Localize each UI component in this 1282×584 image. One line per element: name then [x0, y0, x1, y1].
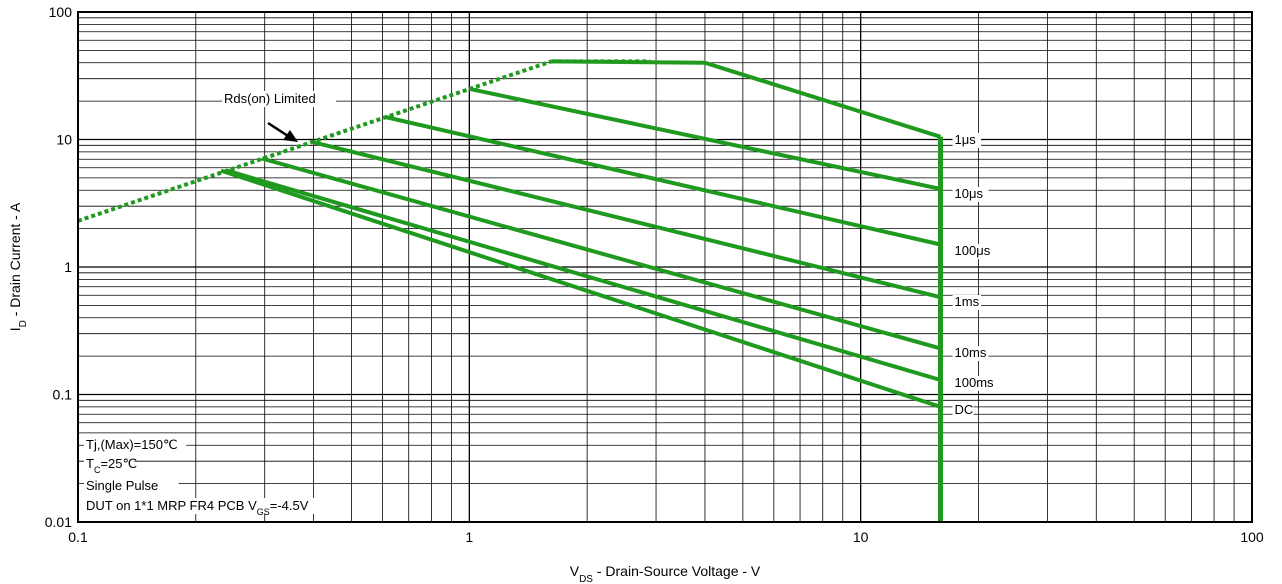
label-bg: [952, 403, 974, 418]
x-tick-label: 0.1: [68, 529, 88, 545]
x-axis-label: VDS - Drain-Source Voltage - V: [570, 563, 761, 584]
label-bg: [952, 376, 997, 391]
series-line: [226, 168, 942, 382]
label-bg: [952, 295, 982, 310]
curve-labels: 1μs 10μs 100μs 1ms 10ms 100ms DC Rds(on) Limite…: [222, 91, 997, 418]
annotation-bg: [84, 456, 135, 472]
y-tick-label: 0.1: [53, 387, 73, 403]
series-line: [220, 168, 942, 409]
series-label: DC: [955, 402, 974, 417]
series-label: 1μs: [955, 132, 977, 147]
series-label: 1ms: [955, 294, 980, 309]
y-tick-label: 100: [49, 4, 73, 20]
y-tick-label: 1: [64, 259, 72, 275]
grid: [78, 12, 1252, 522]
y-tick-label: 0.01: [45, 514, 72, 530]
label-bg: [952, 133, 982, 148]
series-label: 100ms: [955, 375, 995, 390]
annotation-line: DUT on 1*1 MRP FR4 PCB VGS=-4.5V: [86, 498, 309, 517]
label-bg: [952, 187, 989, 202]
series-line: [551, 59, 942, 139]
rds-arrow-shaft: [267, 121, 289, 138]
y-axis-label: ID - Drain Current - A: [7, 202, 29, 331]
series-line: [384, 115, 941, 247]
conditions-annotation: Tj,(Max)=150℃ TC=25℃ Single Pulse DUT on 1*…: [84, 437, 327, 517]
x-tick-label: 10: [853, 529, 869, 545]
plot-frame: [77, 11, 1253, 523]
y-tick-label: 10: [56, 132, 72, 148]
series-label: 10ms: [955, 345, 987, 360]
rds-arrow-head: [283, 130, 298, 142]
annotation-bg: [84, 437, 187, 453]
series-label: 100μs: [955, 243, 991, 258]
curves: [77, 59, 943, 522]
x-tick-label: 100: [1240, 529, 1264, 545]
series-line: [261, 156, 942, 351]
annotation-line: Single Pulse: [86, 478, 158, 493]
label-bg: [952, 244, 997, 259]
rds-limited-label: Rds(on) Limited: [224, 91, 316, 106]
annotation-bg: [84, 478, 179, 494]
series-label: 10μs: [955, 186, 984, 201]
annotation-line: Tj,(Max)=150℃: [86, 437, 178, 452]
x-tick-label: 1: [465, 529, 473, 545]
series-line: [313, 140, 941, 300]
series-line: [468, 86, 941, 191]
rds-label-bg: [222, 91, 336, 107]
annotation-line: TC=25℃: [86, 456, 137, 475]
annotation-bg: [84, 498, 327, 514]
label-bg: [952, 346, 989, 361]
